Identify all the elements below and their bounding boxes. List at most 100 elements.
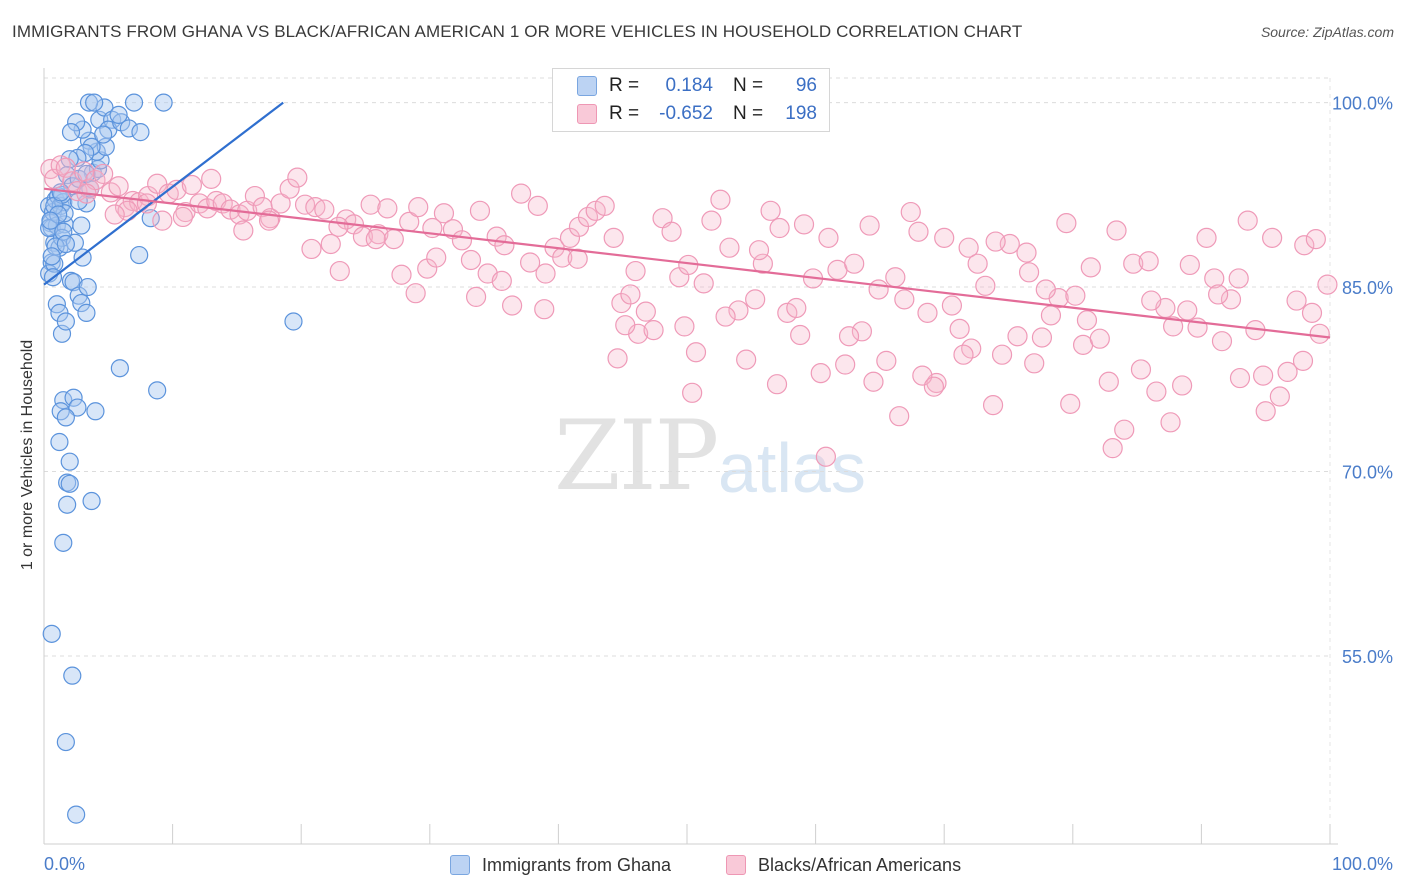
ghana-point	[58, 495, 77, 514]
trend-line-black-african-american	[43, 187, 1331, 339]
black-african-american-point	[835, 354, 856, 375]
black-african-american-point	[314, 199, 335, 220]
ghana-point	[56, 408, 75, 427]
ghana-point	[41, 211, 60, 230]
black-african-american-point	[426, 247, 447, 268]
black-african-american-point	[923, 376, 945, 397]
black-african-american-point	[674, 316, 695, 337]
black-african-american-point	[643, 319, 664, 341]
black-african-american-point	[233, 220, 254, 241]
legend-n-label: N =	[733, 103, 764, 124]
black-african-american-point	[868, 279, 889, 300]
black-african-american-point	[876, 350, 897, 371]
black-african-american-point	[760, 200, 781, 221]
black-african-american-point	[748, 240, 770, 261]
black-african-american-point	[949, 318, 970, 339]
tick-labels: 100.0% 85.0% 70.0% 55.0% 0.0% 100.0%	[44, 94, 1393, 874]
chart-title: IMMIGRANTS FROM GHANA VS BLACK/AFRICAN A…	[12, 22, 1023, 41]
black-african-american-point	[377, 198, 398, 219]
black-african-american-point	[894, 289, 915, 310]
black-african-american-point	[352, 226, 374, 247]
black-african-american-point	[1035, 279, 1056, 300]
black-african-american-point	[620, 284, 641, 305]
black-african-american-point	[1255, 401, 1276, 422]
ghana-point	[85, 93, 104, 112]
ghana-point	[42, 624, 61, 643]
black-african-american-point	[934, 227, 955, 248]
ghana-point	[56, 312, 75, 331]
black-african-american-point	[1106, 220, 1127, 241]
y-tick-label: 55.0%	[1342, 647, 1393, 667]
legend-n-value-black: 198	[785, 103, 817, 124]
black-african-american-point	[1253, 365, 1274, 386]
black-african-american-point	[752, 253, 773, 274]
black-african-american-point	[635, 301, 656, 322]
black-african-american-point	[320, 233, 341, 255]
legend-n-value-ghana: 96	[795, 75, 817, 96]
black-african-american-point	[1130, 359, 1152, 380]
bottom-legend-swatch-ghana	[450, 855, 470, 875]
legend: R = 0.184 N = 96 R = -0.652 N = 198	[552, 68, 830, 132]
black-african-american-point	[1179, 254, 1200, 276]
ghana-point	[61, 123, 81, 142]
black-african-american-point	[967, 253, 988, 274]
black-african-american-point	[567, 248, 588, 269]
black-african-american-point	[1269, 386, 1290, 407]
black-african-american-point	[365, 228, 386, 250]
ghana-point	[109, 105, 128, 124]
ghana-point	[63, 666, 82, 685]
y-tick-label: 100.0%	[1332, 94, 1393, 114]
black-african-american-point	[851, 321, 872, 342]
black-african-american-point	[1237, 210, 1258, 231]
black-african-american-point	[408, 197, 429, 218]
black-african-american-point	[615, 315, 636, 336]
black-african-american-point	[603, 227, 624, 248]
black-african-american-point	[777, 302, 798, 323]
ghana-point	[42, 247, 61, 266]
black-african-american-point	[1007, 326, 1028, 347]
black-african-american-point	[136, 193, 157, 214]
black-african-american-point	[908, 221, 929, 242]
ghana-point	[131, 123, 150, 142]
y-tick-label: 85.0%	[1342, 278, 1393, 298]
black-african-american-point	[1018, 262, 1040, 283]
black-african-american-point	[520, 252, 541, 273]
black-african-american-point	[1204, 268, 1225, 289]
x-tick-label: 100.0%	[1332, 854, 1393, 874]
black-african-american-point	[301, 238, 322, 260]
black-african-american-point	[982, 395, 1004, 416]
black-african-american-point	[685, 342, 707, 363]
black-african-american-point	[682, 382, 703, 403]
black-african-american-point	[941, 295, 963, 316]
black-african-american-point	[710, 189, 731, 210]
black-african-american-point	[728, 300, 749, 321]
legend-r-label: R =	[609, 103, 640, 124]
black-african-american-point	[1301, 302, 1323, 323]
black-african-american-point	[1163, 316, 1184, 337]
ghana-point	[94, 125, 113, 144]
legend-swatch-ghana	[577, 76, 597, 96]
ghana-point	[56, 732, 75, 752]
ghana-point	[64, 388, 83, 407]
black-african-american-point	[405, 283, 426, 304]
black-african-american-point	[433, 203, 455, 224]
ghana-point	[67, 113, 86, 132]
black-african-american-point	[152, 210, 173, 231]
ghana-point	[54, 533, 73, 552]
ghana-point	[124, 93, 144, 112]
ghana-point	[60, 474, 79, 493]
black-african-american-point	[1146, 381, 1167, 402]
black-african-american-point	[1076, 310, 1098, 331]
ghana-point	[119, 119, 138, 138]
black-african-american-point	[1220, 289, 1242, 310]
ghana-point	[55, 204, 74, 223]
black-african-american-point	[844, 253, 865, 274]
ghana-point	[79, 93, 99, 112]
black-african-american-point	[975, 275, 996, 296]
black-african-american-point	[1294, 235, 1315, 256]
ghana-point	[56, 234, 75, 254]
black-african-american-point	[1172, 375, 1193, 396]
black-african-american-point	[786, 297, 807, 319]
black-african-american-point	[494, 235, 515, 256]
black-african-american-point	[790, 324, 811, 346]
